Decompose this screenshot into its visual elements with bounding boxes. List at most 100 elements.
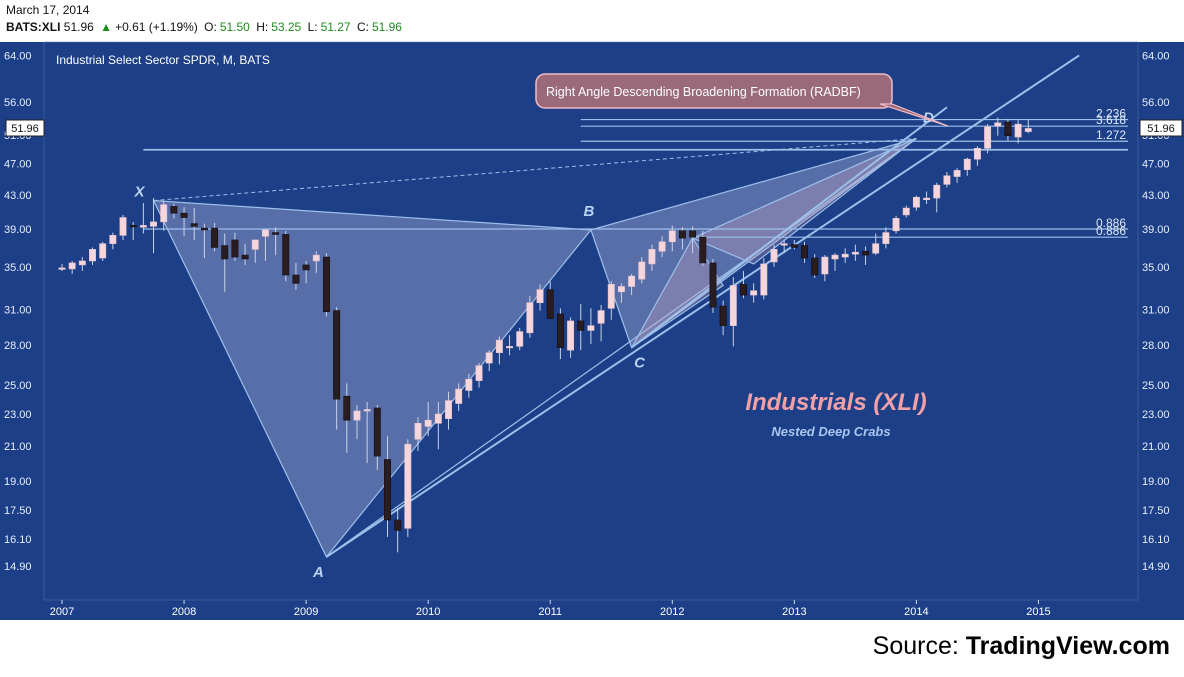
last-price: 51.96 xyxy=(63,20,94,34)
x-tick-label: 2010 xyxy=(416,606,440,618)
source-name: TradingView.com xyxy=(965,632,1170,660)
fib-label: 3.618 xyxy=(1096,113,1126,127)
candle-body xyxy=(373,407,381,457)
point-label-B: B xyxy=(583,203,594,220)
candle-body xyxy=(292,274,300,284)
y-tick-label-left: 21.00 xyxy=(4,441,32,453)
low-label: L: xyxy=(307,20,318,34)
y-tick-label-left: 23.00 xyxy=(4,409,32,421)
callout-box: Right Angle Descending Broadening Format… xyxy=(535,73,949,127)
chart-header: March 17, 2014 BATS:XLI 51.96 ▲ +0.61 (+1… xyxy=(6,2,405,36)
candle-body xyxy=(241,254,249,260)
candle-body xyxy=(668,230,676,243)
inner-pattern-1 xyxy=(631,236,724,349)
candle-body xyxy=(943,175,951,185)
y-tick-label-right: 19.00 xyxy=(1142,476,1170,488)
candle-body xyxy=(729,285,737,326)
trendline-1 xyxy=(325,54,1080,558)
x-tick-label: 2015 xyxy=(1026,606,1050,618)
candle-body xyxy=(119,217,127,236)
candle-body xyxy=(831,254,839,260)
up-arrow-icon: ▲ xyxy=(100,20,113,34)
price-chart[interactable]: 64.0064.0056.0056.0051.0051.0047.0047.00… xyxy=(0,0,1184,620)
candle-body xyxy=(526,302,534,334)
y-tick-label-left: 25.00 xyxy=(4,380,32,392)
candle-body xyxy=(261,229,269,237)
trendline-2 xyxy=(630,106,948,349)
candle-body xyxy=(821,256,829,275)
point-label-C: C xyxy=(634,355,646,372)
candle-body xyxy=(760,263,768,296)
source-credit: Source: TradingView.com xyxy=(873,632,1170,661)
quote-line: BATS:XLI 51.96 ▲ +0.61 (+1.19%) O: 51.50 H… xyxy=(6,19,405,36)
candle-body xyxy=(597,310,605,324)
point-label-X: X xyxy=(134,184,146,201)
candle-body xyxy=(129,225,137,228)
x-tick-label: 2011 xyxy=(538,606,562,618)
candle-body xyxy=(506,346,513,349)
candle-body xyxy=(872,243,880,254)
candle-body xyxy=(1024,128,1032,132)
candle-body xyxy=(648,249,656,265)
price-tag-left: 51.96 xyxy=(5,119,45,137)
candle-body xyxy=(882,232,890,244)
candle-body xyxy=(811,257,819,276)
y-tick-label-right: 17.50 xyxy=(1142,505,1170,517)
candle-body xyxy=(933,184,941,199)
y-tick-label-right: 31.00 xyxy=(1142,304,1170,316)
candle-body xyxy=(556,313,564,348)
candle-body xyxy=(363,409,371,412)
annotations: Industrial Select Sector SPDR, M, BATS R… xyxy=(5,53,1183,439)
candle-body xyxy=(58,267,66,270)
y-tick-label-right: 35.00 xyxy=(1142,262,1170,274)
overlay-subtitle: Nested Deep Crabs xyxy=(771,424,890,439)
candle-body xyxy=(851,251,859,255)
candle-body xyxy=(312,254,320,262)
candle-body xyxy=(516,331,524,347)
candle-body xyxy=(445,400,452,419)
low-value: 51.27 xyxy=(320,20,351,34)
y-tick-label-left: 64.00 xyxy=(4,50,32,62)
y-tick-label-left: 39.00 xyxy=(4,224,32,236)
y-tick-label-left: 28.00 xyxy=(4,340,32,352)
y-tick-label-left: 19.00 xyxy=(4,476,32,488)
candle-body xyxy=(689,230,697,238)
candle-body xyxy=(282,234,290,276)
candle-body xyxy=(963,158,971,170)
ad-line xyxy=(326,137,917,558)
candle-body xyxy=(414,423,422,440)
y-tick-label-right: 28.00 xyxy=(1142,340,1170,352)
close-label: C: xyxy=(356,20,369,34)
x-tick-label: 2009 xyxy=(294,606,318,618)
candle-body xyxy=(892,218,900,232)
candle-body xyxy=(679,230,686,239)
candle-body xyxy=(231,239,239,258)
candle-body xyxy=(567,320,575,351)
candle-body xyxy=(994,122,1002,127)
candle-body xyxy=(404,443,412,529)
candle-body xyxy=(394,519,402,531)
y-tick-label-right: 43.00 xyxy=(1142,190,1170,202)
inner-pattern-2 xyxy=(691,137,917,265)
high-label: H: xyxy=(256,20,269,34)
candle-body xyxy=(68,262,76,270)
candle-body xyxy=(1004,121,1012,136)
candle-body xyxy=(180,212,188,218)
chart-title: Industrial Select Sector SPDR, M, BATS xyxy=(56,53,270,67)
candle-body xyxy=(323,256,330,313)
y-tick-label-left: 47.00 xyxy=(4,159,32,171)
candle-body xyxy=(424,419,432,427)
candle-body xyxy=(699,236,707,264)
candle-body xyxy=(455,388,463,404)
candle-body xyxy=(923,197,931,201)
fib-label: 1.272 xyxy=(1096,128,1126,142)
candle-body xyxy=(536,289,544,304)
candle-body xyxy=(862,250,869,256)
source-prefix: Source: xyxy=(872,632,959,660)
candle-body xyxy=(1014,123,1022,138)
candle-body xyxy=(465,378,473,391)
x-tick-label: 2014 xyxy=(904,606,928,618)
candle-body xyxy=(770,249,778,263)
price-change: +0.61 (+1.19%) xyxy=(115,20,198,34)
y-tick-label-right: 64.00 xyxy=(1142,50,1170,62)
